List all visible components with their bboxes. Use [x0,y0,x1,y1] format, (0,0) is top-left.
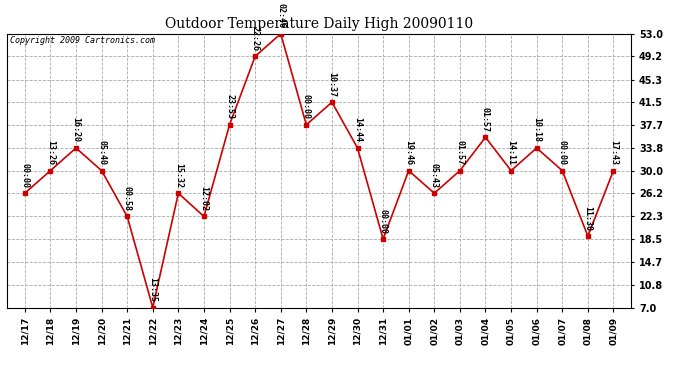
Text: 00:00: 00:00 [302,94,310,119]
Text: 14:44: 14:44 [353,117,362,142]
Text: 16:20: 16:20 [72,117,81,142]
Text: 00:00: 00:00 [379,209,388,234]
Text: 14:11: 14:11 [506,140,515,165]
Text: 11:30: 11:30 [583,206,592,231]
Text: 05:40: 05:40 [97,140,106,165]
Text: 05:43: 05:43 [430,163,439,188]
Text: 01:57: 01:57 [481,107,490,132]
Text: 22:26: 22:26 [250,26,259,51]
Text: 19:46: 19:46 [404,140,413,165]
Text: 00:00: 00:00 [558,140,566,165]
Title: Outdoor Temperature Daily High 20090110: Outdoor Temperature Daily High 20090110 [165,17,473,31]
Text: 10:37: 10:37 [328,72,337,97]
Text: 02:46: 02:46 [276,3,285,28]
Text: 00:00: 00:00 [20,163,29,188]
Text: 13:26: 13:26 [46,140,55,165]
Text: 12:02: 12:02 [199,186,208,211]
Text: 01:57: 01:57 [455,140,464,165]
Text: 15:32: 15:32 [174,163,183,188]
Text: 13:35: 13:35 [148,277,157,302]
Text: 23:53: 23:53 [225,94,234,119]
Text: 10:18: 10:18 [532,117,541,142]
Text: 00:58: 00:58 [123,186,132,211]
Text: Copyright 2009 Cartronics.com: Copyright 2009 Cartronics.com [10,36,155,45]
Text: 17:43: 17:43 [609,140,618,165]
